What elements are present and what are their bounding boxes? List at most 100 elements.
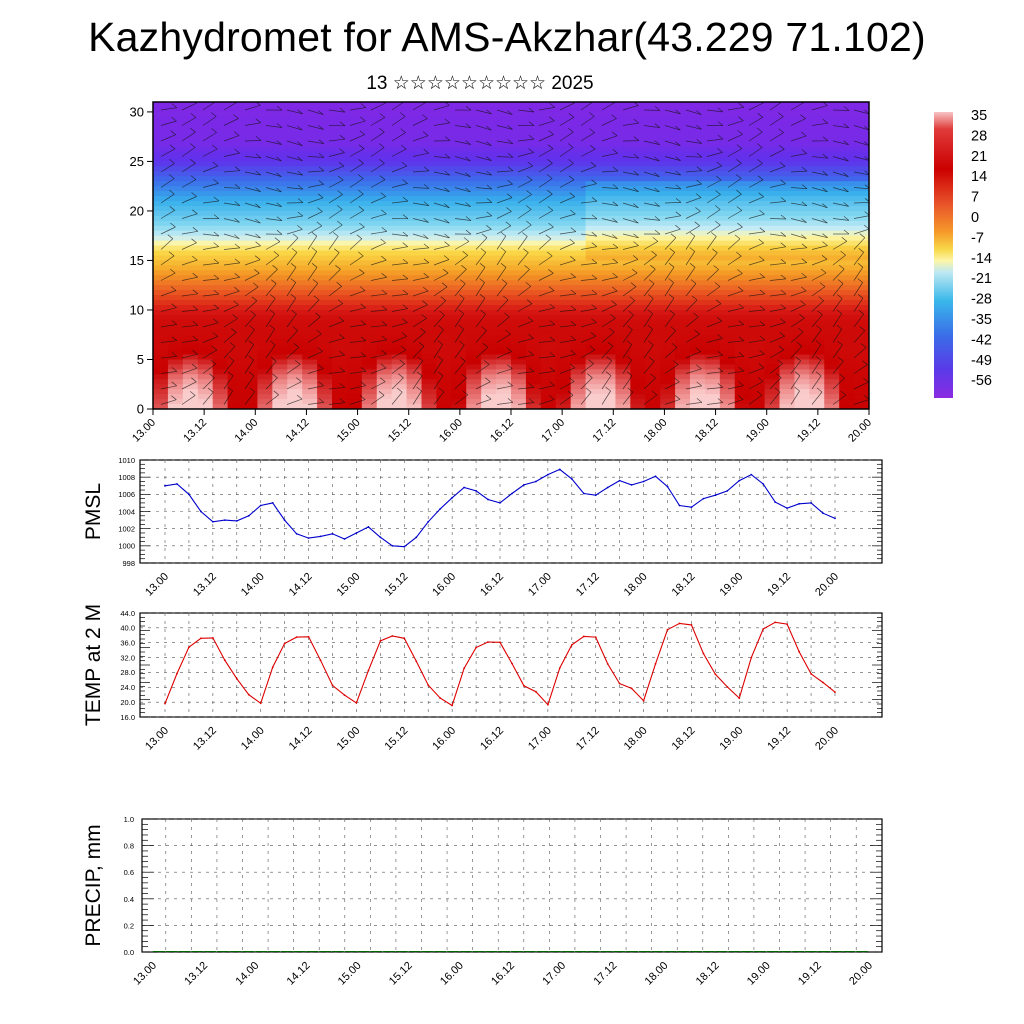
wind-barb-flag (548, 286, 555, 291)
heatmap-cell (704, 394, 721, 400)
heatmap-cell (675, 136, 691, 143)
wind-barb-flag (675, 109, 681, 115)
y-tick-label: 1002 (118, 524, 135, 533)
heatmap-cell (346, 220, 363, 227)
wind-barb (685, 351, 701, 359)
heatmap-cell (481, 359, 497, 366)
heatmap-cell (630, 305, 646, 311)
x-tick-label: 18.12 (693, 417, 721, 445)
heatmap-cell (675, 334, 691, 341)
wind-barb-flag (840, 250, 846, 256)
heatmap-cell (585, 255, 602, 262)
heatmap-cell (704, 324, 721, 331)
heatmap-cell (317, 275, 333, 281)
heatmap-cell (332, 220, 348, 227)
wind-barb-flag (255, 118, 262, 124)
heatmap-cell (287, 359, 303, 366)
wind-barb (811, 187, 828, 193)
heatmap-cell (645, 205, 661, 212)
heatmap-cell (585, 116, 602, 123)
heatmap-cell (585, 141, 602, 148)
wind-barb-flag (381, 335, 388, 341)
heatmap-cell (451, 151, 467, 158)
wind-barb (223, 262, 240, 266)
heatmap-cell (645, 379, 661, 385)
wind-barb-flag (273, 251, 280, 256)
wind-barb (265, 283, 277, 297)
wind-barb-flag (546, 251, 553, 257)
heatmap-cell (540, 225, 557, 232)
wind-barb (328, 236, 339, 250)
heatmap-cell (630, 215, 646, 222)
heatmap-cell (451, 285, 467, 291)
heatmap-cell (645, 285, 661, 291)
heatmap-cell (153, 280, 169, 286)
heatmap-cell (839, 389, 855, 395)
heatmap-cell (570, 151, 587, 158)
heatmap-cell (376, 314, 393, 321)
heatmap-cell (272, 384, 288, 390)
heatmap-cell (496, 394, 512, 400)
heatmap-cell (272, 136, 288, 143)
heatmap-cell (615, 220, 631, 227)
heatmap-cell (690, 151, 706, 158)
wind-barb (160, 148, 176, 157)
heatmap-cell (466, 394, 482, 400)
heatmap-cell (197, 230, 214, 237)
heatmap-cell (794, 111, 810, 118)
heatmap-cell (376, 295, 393, 301)
wind-barb (832, 202, 849, 207)
heatmap-cell (779, 404, 796, 409)
wind-barb (622, 245, 639, 250)
wind-barb (223, 304, 239, 312)
wind-barb (559, 196, 575, 204)
wind-barb (160, 290, 177, 297)
heatmap-cell (570, 369, 587, 375)
heatmap-cell (317, 161, 333, 167)
wind-barb (307, 183, 324, 188)
heatmap-cell (496, 215, 512, 222)
heatmap-cell (317, 329, 333, 336)
wind-barb-flag (526, 175, 533, 181)
heatmap-cell (481, 280, 497, 286)
heatmap-cell (257, 131, 273, 138)
heatmap-cell (227, 255, 244, 262)
heatmap-cell (391, 126, 408, 133)
heatmap-cell (167, 205, 184, 212)
heatmap-cell (525, 404, 542, 409)
wind-barb (601, 152, 618, 157)
wind-barb-flag (570, 256, 576, 261)
heatmap-cell (854, 111, 869, 118)
heatmap-cell (212, 339, 229, 346)
wind-barb-flag (759, 335, 766, 341)
heatmap-cell (406, 161, 423, 167)
heatmap-cell (690, 240, 706, 247)
wind-barb-flag (843, 229, 850, 235)
wind-barb (370, 367, 387, 374)
heatmap-cell (466, 265, 482, 271)
heatmap-cell (615, 161, 631, 167)
wind-barb (391, 377, 404, 390)
wind-barb (853, 330, 866, 343)
heatmap-cell (242, 295, 259, 301)
heatmap-cell (719, 285, 736, 291)
wind-barb-flag (297, 156, 303, 161)
wind-barb (622, 375, 633, 390)
heatmap-cell (839, 186, 855, 192)
heatmap-cell (227, 121, 244, 128)
heatmap-cell (227, 156, 244, 163)
heatmap-cell (227, 309, 244, 316)
heatmap-cell (451, 161, 467, 167)
heatmap-cell (436, 102, 452, 108)
heatmap-cell (540, 270, 557, 276)
wind-barb (223, 247, 240, 250)
heatmap-cell (630, 285, 646, 291)
heatmap-cell (824, 344, 840, 351)
wind-barb-flag (632, 255, 639, 260)
heatmap-cell (153, 270, 169, 276)
wind-barb-flag (843, 156, 849, 162)
heatmap-cell (391, 176, 408, 182)
x-tick-label: 14.12 (284, 417, 312, 445)
heatmap-cell (391, 369, 408, 375)
heatmap-cell (302, 151, 318, 158)
